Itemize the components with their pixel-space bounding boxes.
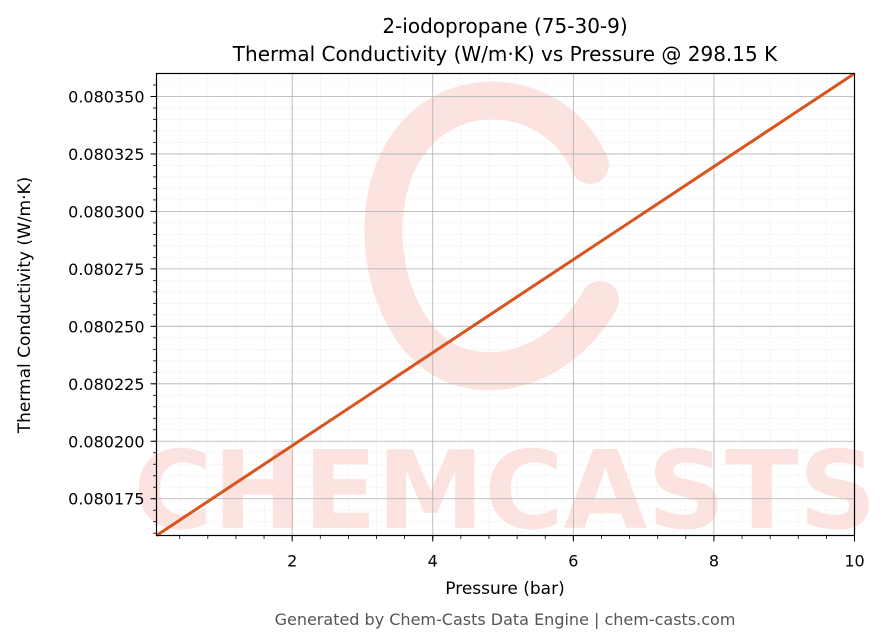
y-tick-label: 0.080300 (68, 202, 144, 221)
watermark: CHEMCASTS (134, 81, 876, 554)
y-tick-label: 0.080275 (68, 260, 144, 279)
y-tick-label: 0.080200 (68, 432, 144, 451)
plot-frame (155, 72, 856, 537)
chart-title-line1: 2-iodopropane (75-30-9) (382, 14, 627, 38)
x-tick-label: 4 (428, 552, 438, 571)
y-axis-label: Thermal Conductivity (W/m·K) (15, 177, 35, 435)
ticks: 2 4 6 8 10 0.080175 0.080200 0.080225 0.080250 0.… (68, 84, 865, 571)
x-tick-label: 6 (568, 552, 578, 571)
x-tick-label: 2 (287, 552, 297, 571)
footer-credit: Generated by Chem-Casts Data Engine | ch… (275, 610, 736, 629)
series-line (155, 72, 856, 537)
watermark-logo-ring (364, 81, 619, 391)
y-tick-label: 0.080325 (68, 145, 144, 164)
series-layer (155, 72, 856, 537)
chart-title-line2: Thermal Conductivity (W/m·K) vs Pressure… (232, 42, 778, 66)
x-axis-label: Pressure (bar) (445, 579, 564, 599)
y-tick-label: 0.080350 (68, 87, 144, 106)
major-grid (156, 73, 855, 536)
y-tick-label: 0.080250 (68, 317, 144, 336)
x-tick-label: 10 (844, 552, 864, 571)
x-tick-label: 8 (709, 552, 719, 571)
y-tick-label: 0.080175 (68, 490, 144, 509)
y-tick-label: 0.080225 (68, 375, 144, 394)
